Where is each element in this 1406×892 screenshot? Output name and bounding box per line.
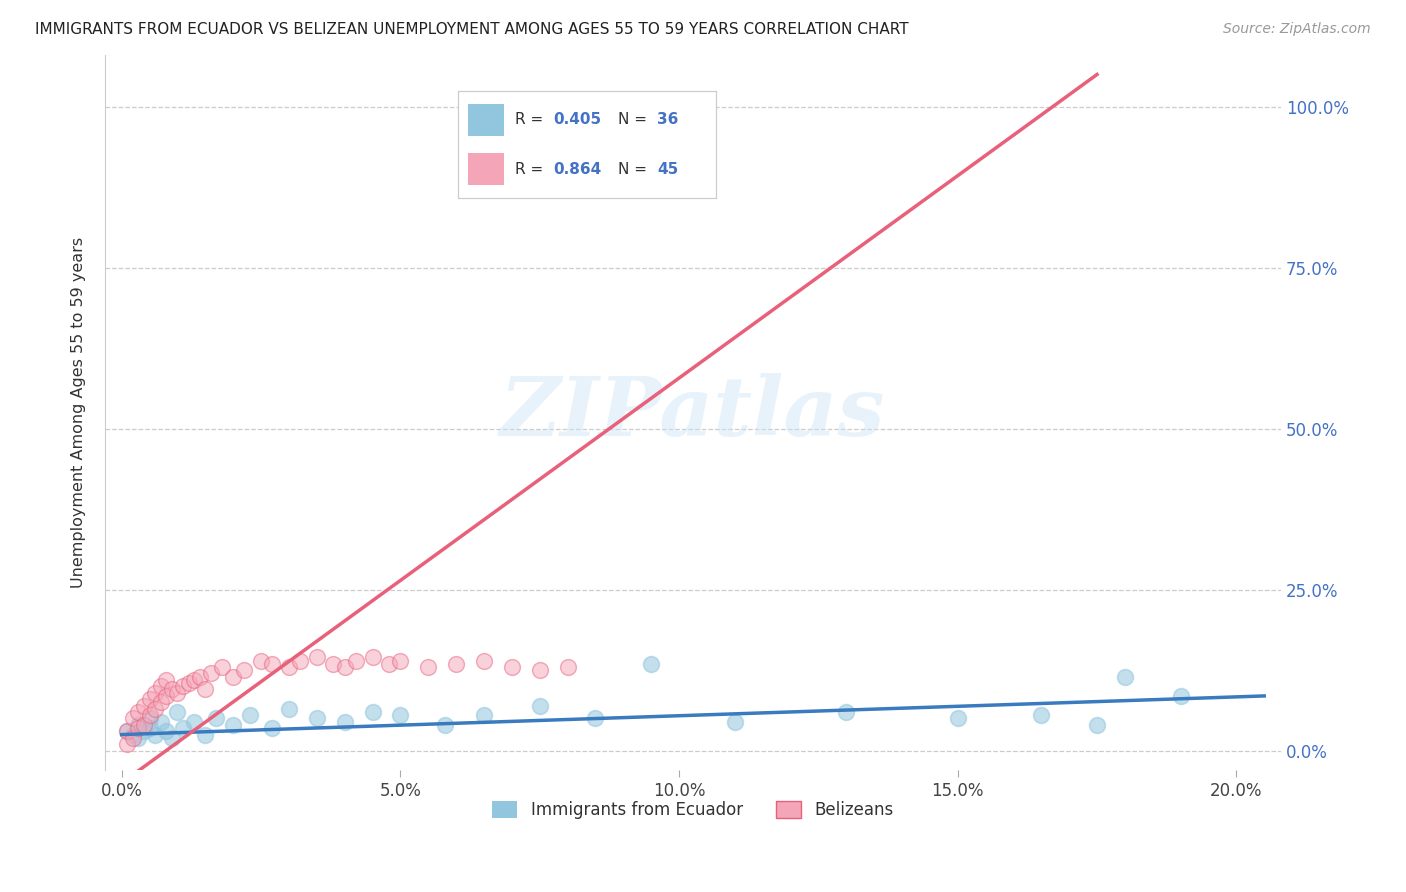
Point xyxy=(155,689,177,703)
Legend: Immigrants from Ecuador, Belizeans: Immigrants from Ecuador, Belizeans xyxy=(485,795,900,826)
Point xyxy=(361,705,384,719)
Point xyxy=(444,657,467,671)
Point xyxy=(132,698,155,713)
Point xyxy=(138,692,160,706)
Point xyxy=(501,660,523,674)
Point xyxy=(262,657,284,671)
Point xyxy=(127,705,149,719)
Point xyxy=(1170,689,1192,703)
Point xyxy=(166,686,188,700)
Point xyxy=(835,705,858,719)
Point xyxy=(288,653,311,667)
Point xyxy=(149,695,172,709)
Point xyxy=(239,708,262,723)
Y-axis label: Unemployment Among Ages 55 to 59 years: Unemployment Among Ages 55 to 59 years xyxy=(72,237,86,588)
Point xyxy=(222,670,245,684)
Point xyxy=(724,714,747,729)
Point xyxy=(194,728,217,742)
Point xyxy=(143,702,166,716)
Point xyxy=(389,653,412,667)
Point xyxy=(640,657,662,671)
Point xyxy=(529,698,551,713)
Point xyxy=(378,657,401,671)
Point xyxy=(160,682,183,697)
Point xyxy=(121,711,143,725)
Point xyxy=(1031,708,1053,723)
Point xyxy=(333,660,356,674)
Point xyxy=(361,650,384,665)
Point xyxy=(132,724,155,739)
Point xyxy=(117,724,139,739)
Text: IMMIGRANTS FROM ECUADOR VS BELIZEAN UNEMPLOYMENT AMONG AGES 55 TO 59 YEARS CORRE: IMMIGRANTS FROM ECUADOR VS BELIZEAN UNEM… xyxy=(35,22,908,37)
Point xyxy=(172,721,194,735)
Point xyxy=(946,711,969,725)
Point xyxy=(188,670,211,684)
Point xyxy=(155,673,177,687)
Point xyxy=(143,728,166,742)
Point xyxy=(322,657,344,671)
Point xyxy=(222,718,245,732)
Point xyxy=(233,663,256,677)
Point xyxy=(177,676,200,690)
Point xyxy=(117,724,139,739)
Point xyxy=(277,702,299,716)
Text: ZIPatlas: ZIPatlas xyxy=(501,373,886,452)
Point xyxy=(155,724,177,739)
Point xyxy=(472,708,495,723)
Point xyxy=(250,653,273,667)
Point xyxy=(183,714,205,729)
Point xyxy=(127,731,149,745)
Point xyxy=(305,711,328,725)
Point xyxy=(433,718,456,732)
Point xyxy=(211,660,233,674)
Point xyxy=(333,714,356,729)
Point xyxy=(529,663,551,677)
Point xyxy=(585,711,607,725)
Point xyxy=(418,660,440,674)
Point xyxy=(138,708,160,723)
Point xyxy=(121,731,143,745)
Point xyxy=(1114,670,1136,684)
Point xyxy=(344,653,367,667)
Point xyxy=(149,714,172,729)
Point xyxy=(127,718,149,732)
Point xyxy=(205,711,228,725)
Point xyxy=(305,650,328,665)
Point xyxy=(1085,718,1108,732)
Point xyxy=(200,666,222,681)
Point xyxy=(138,721,160,735)
Point xyxy=(149,679,172,693)
Point xyxy=(183,673,205,687)
Point xyxy=(172,679,194,693)
Point xyxy=(132,718,155,732)
Point xyxy=(138,711,160,725)
Point xyxy=(194,682,217,697)
Text: Source: ZipAtlas.com: Source: ZipAtlas.com xyxy=(1223,22,1371,37)
Point xyxy=(143,686,166,700)
Point xyxy=(472,653,495,667)
Point xyxy=(117,737,139,751)
Point xyxy=(121,728,143,742)
Point xyxy=(277,660,299,674)
Point xyxy=(389,708,412,723)
Point xyxy=(557,660,579,674)
Point xyxy=(262,721,284,735)
Point xyxy=(127,721,149,735)
Point xyxy=(160,731,183,745)
Point xyxy=(166,705,188,719)
